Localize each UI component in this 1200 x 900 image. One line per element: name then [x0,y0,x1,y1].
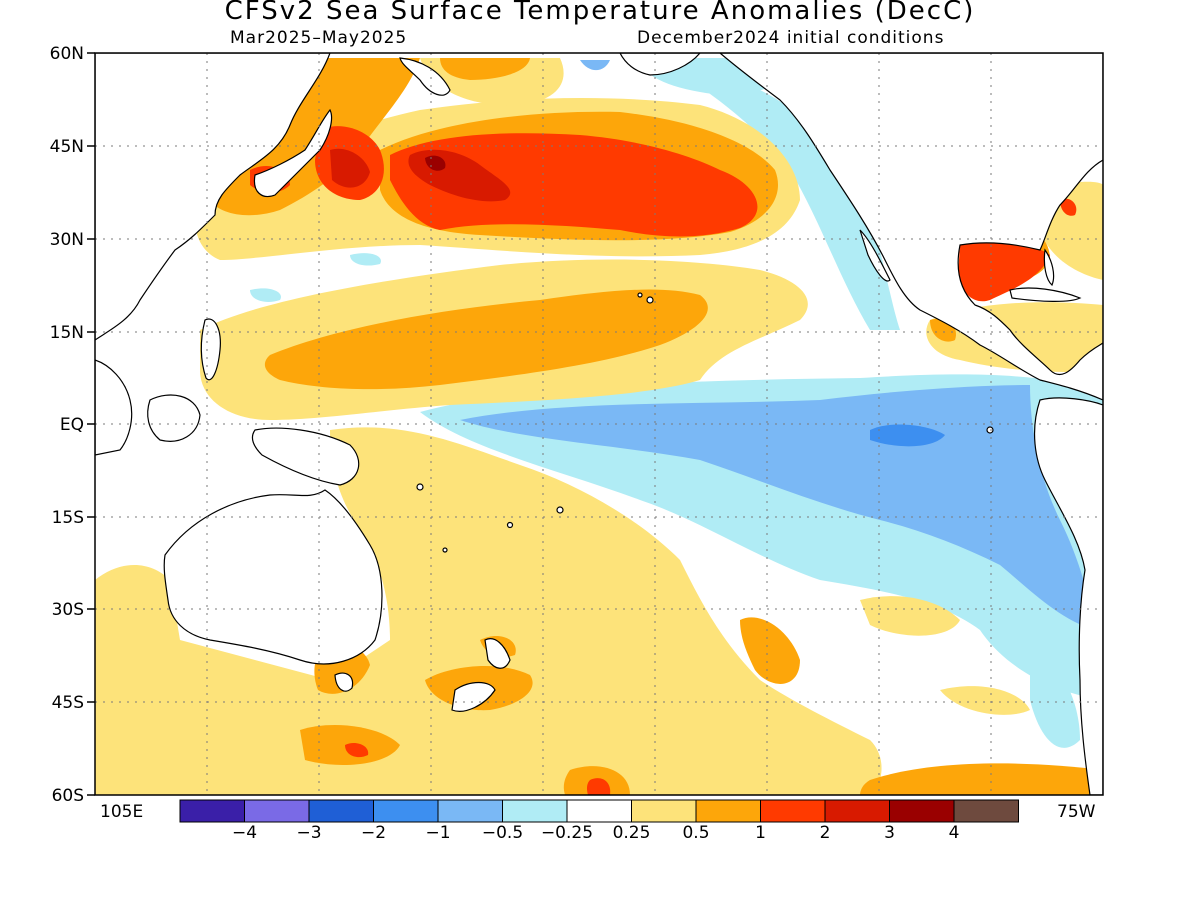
warm-anomaly-extreme [425,155,446,171]
colorbar-tick-label: −2 [360,823,387,843]
colorbar-swatch [566,799,632,823]
colorbar-tick-label: 4 [948,823,960,843]
anomaly-field [95,53,1103,795]
lat-label-15s: 15S [51,508,84,528]
lat-label-45n: 45N [49,137,84,157]
lat-label-30n: 30N [49,230,84,250]
map-title: CFSv2 Sea Surface Temperature Anomalies … [224,0,976,26]
colorbar-swatch [953,799,1019,823]
lat-label-15n: 15N [49,323,84,343]
colorbar-tick-label: −0.5 [481,823,524,843]
lat-label-60n: 60N [49,44,84,64]
colorbar-tick-label: 0.5 [682,823,710,843]
coastlines [95,53,1103,795]
lon-label-east: 75W [1057,802,1096,822]
grid-lines [95,53,1103,795]
colorbar-swatch [631,799,697,823]
colorbar-swatch [244,799,310,823]
colorbar-tick-label: −1 [425,823,451,843]
lat-label-30s: 30S [51,600,84,620]
colorbar-swatch [437,799,503,823]
lat-label-45s: 45S [51,693,84,713]
colorbar-tick-label: 3 [884,823,895,843]
initial-conditions: December2024 initial conditions [637,28,945,48]
axis-ticks [87,52,95,796]
lat-label-60s: 60S [51,786,84,806]
colorbar-swatch [824,799,890,823]
colorbar-tick-label: 2 [819,823,831,843]
colorbar-swatch [179,799,245,823]
colorbar-swatch [373,799,439,823]
lat-label-eq: EQ [59,415,84,435]
colorbar-tick-label: 0.25 [612,823,651,843]
forecast-period: Mar2025–May2025 [230,28,408,48]
colorbar-swatch [889,799,955,823]
colorbar-tick-label: −3 [296,823,322,843]
colorbar-swatch [695,799,761,823]
lon-label-west: 105E [100,802,144,822]
cool-anomaly-strong [870,424,945,447]
colorbar-tick-label: −4 [231,823,258,843]
colorbar [179,799,1019,823]
colorbar-tick-label: 1 [755,823,766,843]
colorbar-swatch [308,799,374,823]
colorbar-swatch [502,799,568,823]
colorbar-swatch [760,799,826,823]
colorbar-tick-label: −0.25 [540,823,594,843]
